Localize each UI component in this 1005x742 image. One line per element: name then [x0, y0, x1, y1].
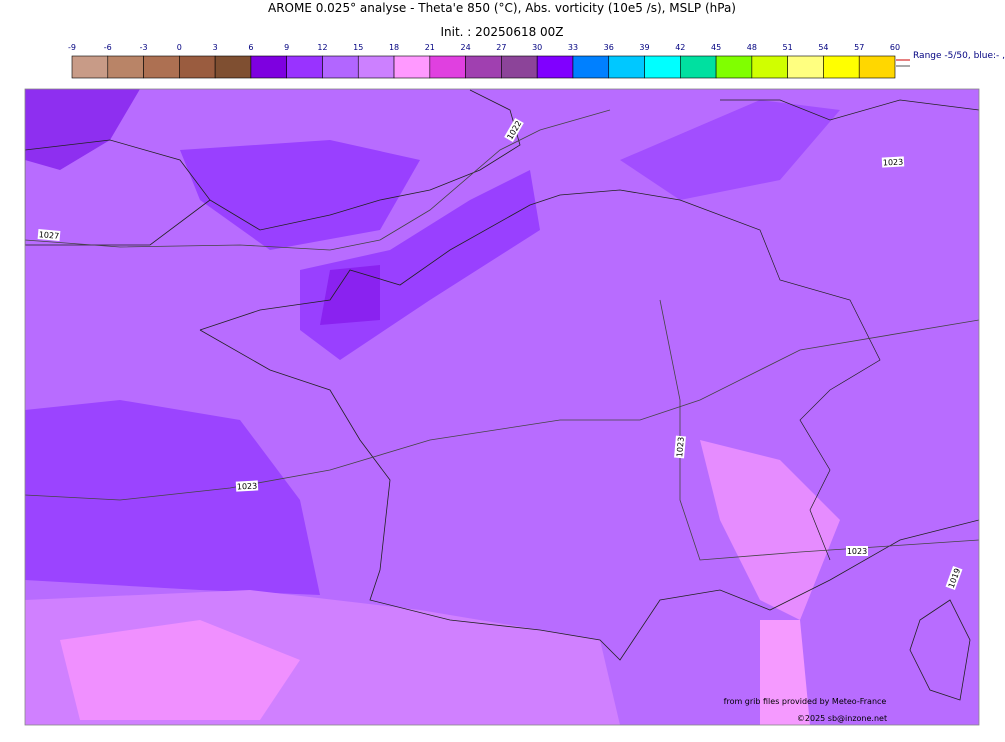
colorbar-segment [429, 55, 466, 79]
colorbar-segment [858, 55, 896, 79]
colorbar-tick-label: 42 [675, 43, 685, 52]
isobar-label-text: 1023 [237, 481, 258, 491]
border [679, 199, 881, 561]
colorbar-segment [608, 55, 645, 79]
colorbar-tick-label: 12 [317, 43, 327, 52]
isobar-label-box [945, 565, 963, 591]
colorbar-tick-label: 48 [747, 43, 757, 52]
border [720, 99, 979, 121]
colorbar-segment [322, 55, 359, 79]
credit-copyright: ©2025 sb@inzone.net [797, 714, 887, 723]
coastline [199, 329, 979, 661]
colorbar-tick-label: 39 [639, 43, 649, 52]
colorbar-tick-label: -6 [104, 43, 112, 52]
field-dark [180, 140, 420, 250]
isobar-label: 1023 [674, 435, 686, 459]
field-warm [700, 440, 840, 620]
isobar [25, 109, 611, 251]
colorbar-tick-label: 18 [389, 43, 399, 52]
colorbar-segment [250, 55, 287, 79]
colorbar-tick-label: 57 [854, 43, 864, 52]
isobar-label-box [674, 435, 686, 459]
colorbar-segment [680, 55, 717, 79]
field-dark [320, 265, 380, 325]
colorbar-tick-label: 54 [818, 43, 828, 52]
isobar-label: 1023 [881, 156, 905, 168]
isobar-label-box [881, 156, 905, 168]
colorbar-tick-label: 30 [532, 43, 542, 52]
colorbar-segment [143, 55, 180, 79]
colorbar-segment [823, 55, 860, 79]
colorbar-segment [71, 55, 109, 79]
isobar-label-box [504, 117, 524, 143]
field-dark [620, 100, 840, 200]
isobar [25, 319, 979, 501]
colorbar-tick-label: 21 [425, 43, 435, 52]
isobar [659, 299, 979, 561]
colorbar-segment [214, 55, 252, 79]
colorbar-segment [286, 55, 323, 79]
field-dark [25, 89, 140, 170]
colorbar-segment [357, 55, 395, 79]
field-dark [25, 400, 320, 595]
range-note: Range -5/50, blue:- , r [913, 51, 1005, 61]
isobar-label: 1027 [37, 229, 61, 241]
colorbar-tick-label: 6 [248, 43, 253, 52]
colorbar-segment [107, 55, 144, 79]
colorbar-tick-label: 24 [461, 43, 471, 52]
colorbar-tick-label: 36 [604, 43, 614, 52]
field-warm [60, 620, 300, 720]
colorbar-segment [393, 55, 431, 79]
init-time: Init. : 20250618 00Z [440, 25, 563, 39]
colorbar-tick-label: -9 [68, 43, 76, 52]
colorbar-segment [465, 55, 502, 79]
colorbar-tick-label: 0 [177, 43, 182, 52]
colorbar-segment [644, 55, 681, 79]
colorbar-tick-label: 9 [284, 43, 289, 52]
isobar-label-text: 1023 [847, 547, 867, 556]
colorbar-tick-label: 15 [353, 43, 363, 52]
colorbar-segment [572, 55, 610, 79]
colorbar: -9 -6 -3 0 3 6 9 12 15 18 21 24 27 30 33 36 39 42 45 48 51 54… [68, 43, 900, 79]
colorbar-tick-label: 27 [496, 43, 506, 52]
colorbar-segment [751, 55, 788, 79]
coastline [199, 189, 681, 331]
colorbar-tick-label: 51 [783, 43, 793, 52]
colorbar-tick-label: 3 [213, 43, 218, 52]
map-frame [24, 88, 980, 726]
isobar-label-text: 1023 [675, 437, 686, 458]
title: AROME 0.025° analyse - Theta'e 850 (°C),… [268, 1, 736, 15]
isobar-label: 1023 [846, 546, 868, 556]
colorbar-segment [787, 55, 824, 79]
colorbar-tick-label: 60 [890, 43, 900, 52]
colorbar-segment [179, 55, 216, 79]
colorbar-tick-label: -3 [140, 43, 148, 52]
isobar-label-text: 1023 [883, 157, 904, 167]
isobar-label: 1023 [235, 480, 259, 492]
isobar-label-box [37, 229, 61, 241]
isobar-label-text: 1027 [38, 230, 59, 241]
colorbar-tick-label: 33 [568, 43, 578, 52]
field-warm [760, 620, 810, 725]
credit-source: from grib files provided by Meteo-France [724, 697, 887, 706]
colorbar-segment [536, 55, 574, 79]
colorbar-segment [715, 55, 753, 79]
colorbar-segment [501, 55, 538, 79]
coastline [909, 599, 971, 701]
isobar-label-box [235, 480, 259, 492]
colorbar-tick-label: 45 [711, 43, 721, 52]
isobar-label-box [846, 546, 868, 556]
